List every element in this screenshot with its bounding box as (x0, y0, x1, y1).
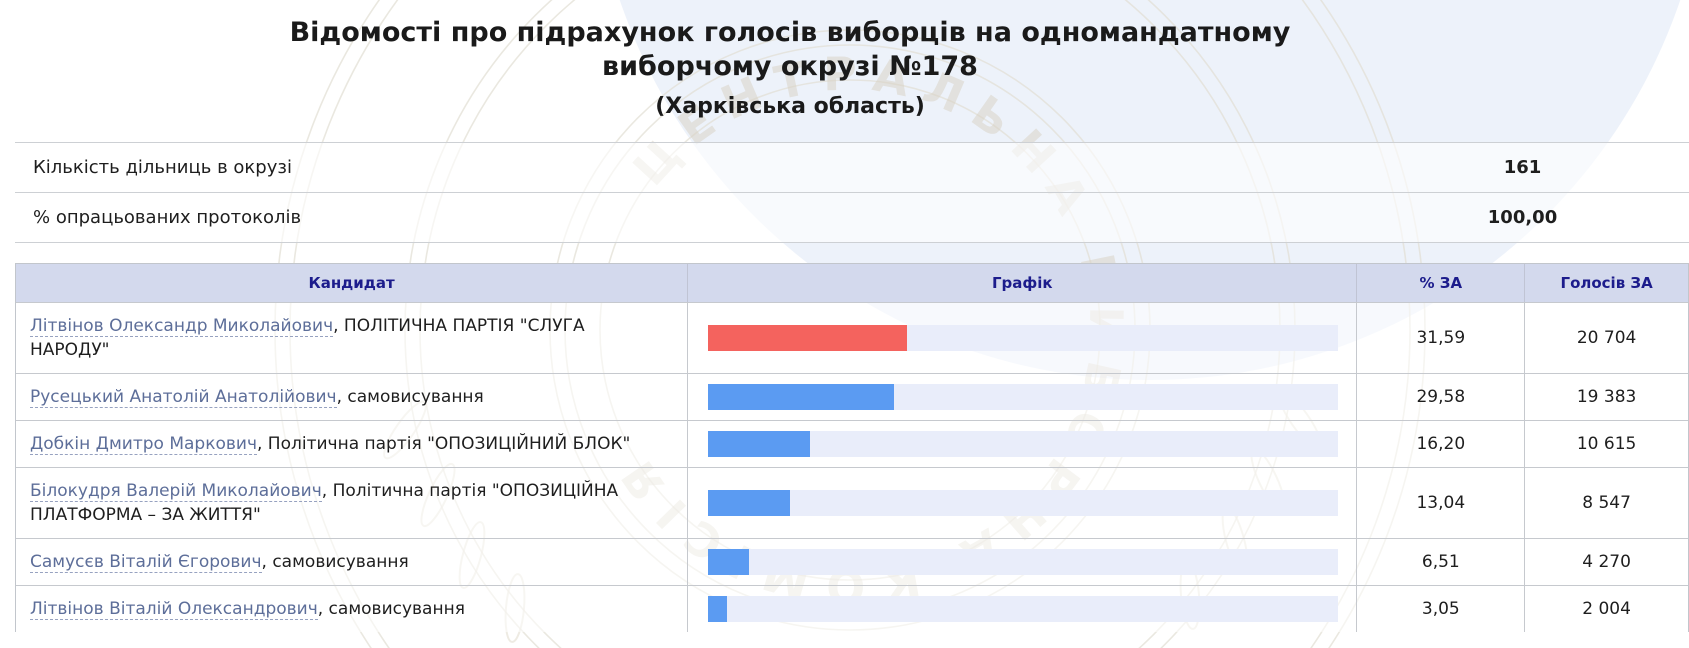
candidate-row: Русецький Анатолій Анатолійович, самовис… (16, 373, 1688, 420)
vote-bar-fill (708, 596, 728, 622)
vote-bar-fill (708, 431, 811, 457)
percent-cell: 6,51 (1356, 539, 1524, 585)
column-header-percent: % ЗА (1356, 264, 1524, 302)
percent-cell: 13,04 (1356, 468, 1524, 538)
vote-bar-track (708, 490, 1339, 516)
candidate-link[interactable]: Літвінов Олександр Миколайович (30, 316, 334, 337)
candidate-affiliation: , самовисування (317, 599, 465, 619)
candidate-link[interactable]: Русецький Анатолій Анатолійович (30, 387, 337, 408)
vote-bar-fill (708, 325, 908, 351)
chart-cell (687, 539, 1356, 585)
votes-cell: 2 004 (1524, 586, 1688, 632)
column-header-votes: Голосів ЗА (1524, 264, 1688, 302)
candidate-cell: Літвінов Олександр Миколайович, ПОЛІТИЧН… (16, 303, 687, 373)
page-title: Відомості про підрахунок голосів виборці… (289, 17, 1291, 82)
vote-bar-track (708, 325, 1339, 351)
column-header-chart: Графік (687, 264, 1356, 302)
chart-cell (687, 374, 1356, 420)
vote-bar-track (708, 384, 1339, 410)
candidate-affiliation: , Політична партія "ОПОЗИЦІЙНА ПЛАТФОРМА… (30, 481, 619, 525)
chart-cell (687, 303, 1356, 373)
candidate-affiliation: , Політична партія "ОПОЗИЦІЙНИЙ БЛОК" (257, 434, 631, 454)
summary-label: % опрацьованих протоколів (33, 207, 302, 228)
page-content: Відомості про підрахунок голосів виборці… (0, 0, 1689, 632)
candidate-cell: Самусєв Віталій Єгорович, самовисування (16, 539, 687, 585)
summary-row-protocols: % опрацьованих протоколів 100,00 (15, 193, 1689, 243)
candidate-link[interactable]: Самусєв Віталій Єгорович (30, 552, 262, 573)
percent-cell: 16,20 (1356, 421, 1524, 467)
page-subtitle-region: (Харківська область) (655, 94, 925, 119)
results-table: Кандидат Графік % ЗА Голосів ЗА Літвінов… (15, 263, 1689, 632)
candidate-row: Літвінов Віталій Олександрович, самовису… (16, 585, 1688, 632)
vote-bar-track (708, 549, 1339, 575)
summary-value: 161 (1503, 157, 1542, 178)
summary-value: 100,00 (1487, 207, 1558, 228)
vote-bar-track (708, 431, 1339, 457)
column-header-candidate: Кандидат (308, 274, 395, 292)
vote-bar-fill (708, 490, 791, 516)
percent-cell: 29,58 (1356, 374, 1524, 420)
votes-cell: 20 704 (1524, 303, 1688, 373)
title-block: Відомості про підрахунок голосів виборці… (0, 0, 1580, 121)
results-table-header: Кандидат Графік % ЗА Голосів ЗА (16, 264, 1688, 302)
chart-cell (687, 586, 1356, 632)
summary-table: Кількість дільниць в окрузі 161 % опраць… (15, 142, 1689, 243)
votes-cell: 19 383 (1524, 374, 1688, 420)
candidate-cell: Літвінов Віталій Олександрович, самовису… (16, 586, 687, 632)
candidate-link[interactable]: Добкін Дмитро Маркович (30, 434, 257, 455)
summary-label: Кількість дільниць в окрузі (33, 157, 292, 178)
candidate-affiliation: , самовисування (261, 552, 409, 572)
vote-bar-track (708, 596, 1339, 622)
percent-cell: 31,59 (1356, 303, 1524, 373)
candidate-link[interactable]: Білокудря Валерій Миколайович (30, 481, 322, 502)
candidate-affiliation: , ПОЛІТИЧНА ПАРТІЯ "СЛУГА НАРОДУ" (30, 316, 585, 360)
candidate-cell: Білокудря Валерій Миколайович, Політична… (16, 468, 687, 538)
vote-bar-fill (708, 549, 750, 575)
candidate-affiliation: , самовисування (336, 387, 484, 407)
candidate-row: Добкін Дмитро Маркович, Політична партія… (16, 420, 1688, 467)
chart-cell (687, 421, 1356, 467)
vote-bar-fill (708, 384, 895, 410)
candidate-row: Білокудря Валерій Миколайович, Політична… (16, 467, 1688, 538)
chart-cell (687, 468, 1356, 538)
candidate-link[interactable]: Літвінов Віталій Олександрович (30, 599, 318, 620)
summary-row-precincts: Кількість дільниць в окрузі 161 (15, 143, 1689, 193)
votes-cell: 10 615 (1524, 421, 1688, 467)
percent-cell: 3,05 (1356, 586, 1524, 632)
candidate-cell: Добкін Дмитро Маркович, Політична партія… (16, 421, 687, 467)
candidate-cell: Русецький Анатолій Анатолійович, самовис… (16, 374, 687, 420)
candidate-row: Самусєв Віталій Єгорович, самовисування … (16, 538, 1688, 585)
votes-cell: 8 547 (1524, 468, 1688, 538)
candidate-row: Літвінов Олександр Миколайович, ПОЛІТИЧН… (16, 302, 1688, 373)
results-body: Літвінов Олександр Миколайович, ПОЛІТИЧН… (16, 302, 1688, 632)
votes-cell: 4 270 (1524, 539, 1688, 585)
